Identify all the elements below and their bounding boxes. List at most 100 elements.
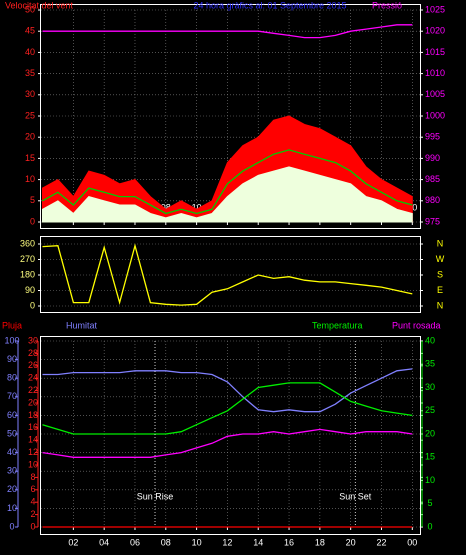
tick-label: 995 [425,132,440,142]
tick-label: 15 [425,452,435,462]
tick-label: S [437,269,443,279]
tick-label: 1020 [425,26,445,36]
tick-label: 70 [7,391,17,401]
tick-label: 90 [25,285,35,295]
tick-label: 20 [25,132,35,142]
x-tick-label: 20 [346,537,356,547]
tick-label: 40 [425,335,435,345]
tick-label: 0 [427,521,432,531]
x-tick-label: 04 [99,537,109,547]
tick-label: 10 [25,174,35,184]
tick-label: 1025 [425,4,445,14]
tick-label: 15 [25,153,35,163]
tick-label: 30 [25,89,35,99]
tick-label: 30 [28,335,38,345]
tick-label: 60 [7,410,17,420]
series-label: Temperatura [312,320,363,330]
tick-label: 26 [28,360,38,370]
x-tick-label: 10 [192,537,202,547]
tick-label: 10 [425,475,435,485]
tick-label: 40 [7,447,17,457]
tick-label: 12 [28,447,38,457]
tick-label: E [437,285,443,295]
tick-label: 0 [9,521,14,531]
x-tick-label: 16 [284,537,294,547]
series-label: Pressió [372,0,402,10]
tick-label: N [437,238,444,248]
tick-label: 90 [7,354,17,364]
tick-label: 6 [30,484,35,494]
area [42,166,413,223]
tick-label: 1010 [425,68,445,78]
tick-label: 0 [30,216,35,226]
tick-label: 1000 [425,110,445,120]
line [42,368,413,413]
tick-label: 5 [427,498,432,508]
tick-label: 20 [425,428,435,438]
tick-label: 25 [25,110,35,120]
tick-label: 980 [425,195,440,205]
tick-label: 14 [28,435,38,445]
line [42,382,413,435]
tick-label: 360 [20,238,35,248]
tick-label: 35 [25,68,35,78]
tick-label: 1005 [425,89,445,99]
tick-label: 180 [20,269,35,279]
series-label: Pluja [2,320,22,330]
tick-label: 985 [425,174,440,184]
tick-label: 20 [7,484,17,494]
chart-title: 24 hora gràfics al: 01 Septembre 2015 [193,0,346,10]
tick-label: 25 [425,405,435,415]
line [42,24,413,39]
tick-label: 20 [28,397,38,407]
tick-label: 30 [7,466,17,476]
tick-label: 30 [425,382,435,392]
line [42,149,413,215]
tick-label: 990 [425,153,440,163]
tick-label: 50 [7,428,17,438]
tick-label: 18 [28,410,38,420]
tick-label: W [436,254,445,264]
tick-label: 10 [7,503,17,513]
tick-label: 0 [30,521,35,531]
x-tick-label: 00 [407,537,417,547]
x-tick-label: 14 [253,537,263,547]
series-label: Punt rosada [392,320,441,330]
tick-label: 1015 [425,47,445,57]
annotation: Sun Rise [137,491,174,501]
tick-label: 100 [4,335,19,345]
tick-label: 0 [30,300,35,310]
tick-label: 975 [425,216,440,226]
tick-label: 40 [25,47,35,57]
series-label: Humitat [66,320,98,330]
tick-label: 2 [30,509,35,519]
tick-label: 4 [30,497,35,507]
x-tick-label: 12 [222,537,232,547]
x-tick-label: 18 [315,537,325,547]
annotation: Sun Set [339,491,372,501]
tick-label: 22 [28,385,38,395]
line [42,428,413,458]
tick-label: 80 [7,373,17,383]
tick-label: 5 [30,195,35,205]
tick-label: 35 [425,359,435,369]
tick-label: 28 [28,348,38,358]
tick-label: 270 [20,254,35,264]
tick-label: 45 [25,26,35,36]
x-tick-label: 08 [161,537,171,547]
tick-label: 8 [30,472,35,482]
tick-label: 24 [28,373,38,383]
tick-label: 50 [25,4,35,14]
x-tick-label: 10 [192,202,202,212]
line [42,243,413,306]
panel-frame [40,336,421,535]
tick-label: 10 [28,459,38,469]
tick-label: 16 [28,422,38,432]
tick-label: N [437,300,444,310]
x-tick-label: 06 [130,537,140,547]
x-tick-label: 22 [376,537,386,547]
x-tick-label: 02 [68,537,78,547]
y-axis-label: Velocitat del vent [5,0,74,10]
